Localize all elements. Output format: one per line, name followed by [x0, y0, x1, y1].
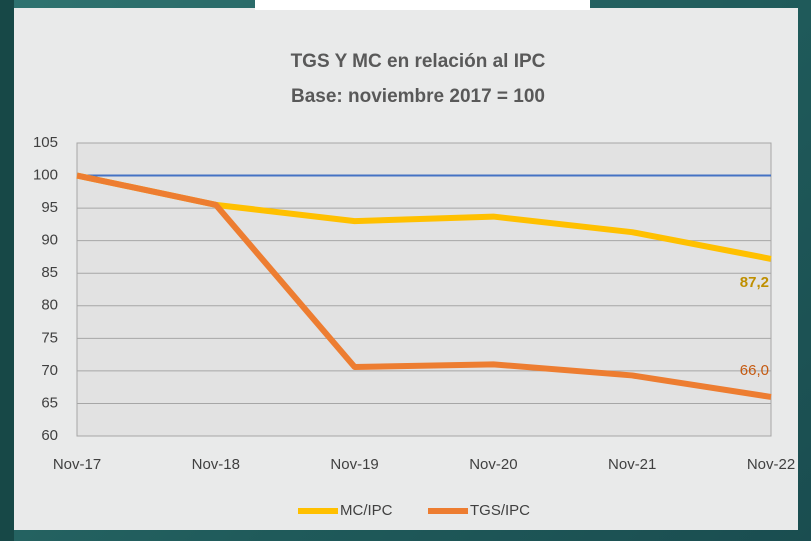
y-tick-label: 75 [41, 329, 58, 346]
data-label: 87,2 [740, 274, 769, 291]
x-tick-label: Nov-22 [747, 456, 795, 473]
x-tick-label: Nov-20 [469, 456, 517, 473]
plot-area [76, 142, 772, 437]
y-tick-label: 70 [41, 362, 58, 379]
y-tick-label: 105 [33, 134, 58, 151]
x-tick-label: Nov-19 [330, 456, 378, 473]
legend-label: MC/IPC [340, 502, 393, 519]
chart-title: TGS Y MC en relación al IPC [291, 51, 546, 72]
y-tick-label: 65 [41, 394, 58, 411]
top-tab [255, 0, 590, 10]
y-tick-label: 95 [41, 199, 58, 216]
x-tick-label: Nov-21 [608, 456, 656, 473]
x-tick-label: Nov-18 [192, 456, 240, 473]
left-strip [0, 0, 14, 541]
legend-label: TGS/IPC [470, 502, 530, 519]
x-tick-label: Nov-17 [53, 456, 101, 473]
chart-subtitle: Base: noviembre 2017 = 100 [291, 86, 545, 107]
data-label: 66,0 [740, 362, 769, 379]
y-tick-label: 60 [41, 427, 58, 444]
y-tick-label: 80 [41, 297, 58, 314]
y-tick-label: 85 [41, 264, 58, 281]
y-tick-label: 90 [41, 232, 58, 249]
y-tick-label: 100 [33, 167, 58, 184]
series-line [76, 172, 772, 400]
